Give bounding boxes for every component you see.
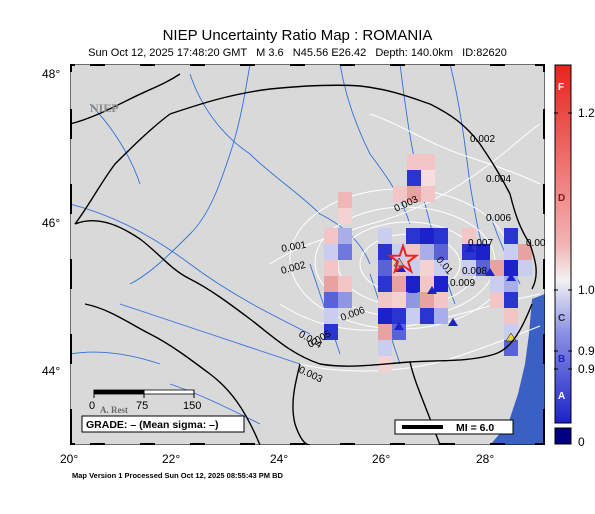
- lat-label: 44°: [42, 364, 61, 378]
- lat-label: 46°: [42, 216, 61, 230]
- watermark-logo: NIEP: [90, 101, 119, 115]
- lon-label: 22°: [162, 452, 181, 466]
- lon-label: 26°: [372, 452, 391, 466]
- lon-label: 20°: [60, 452, 79, 466]
- epicenter-star: [386, 242, 420, 275]
- scale-tick: 75: [136, 400, 148, 412]
- contour-label: 0.005: [526, 238, 545, 249]
- colorbar-value: 0: [578, 435, 585, 449]
- event-info: Sun Oct 12, 2025 17:48:20 GMT M 3.6 N45.…: [88, 47, 507, 59]
- colorbar-value: 0.9: [578, 344, 595, 358]
- contour-label: 0.008: [462, 266, 487, 277]
- mi-label: MI = 6.0: [456, 422, 494, 434]
- footer-processed: Map Version 1 Processed Sun Oct 12, 2025…: [72, 471, 283, 480]
- country-borders: [70, 73, 537, 445]
- uncertainty-map: 0.002 0.004 0.006 0.003 0.001 0.002 0.00…: [70, 64, 545, 445]
- colorbar-value: 1.0: [578, 283, 595, 297]
- contour-label: 0.001: [281, 240, 308, 255]
- grade-box: [81, 415, 245, 433]
- colorbar-grade: D: [558, 193, 566, 204]
- contour-label: 0.006: [486, 213, 511, 224]
- stations: [394, 244, 516, 330]
- map-title: NIEP Uncertainty Ratio Map : ROMANIA: [162, 27, 433, 44]
- map-frame: [70, 64, 545, 445]
- colorbar: [554, 64, 572, 445]
- colorbar-grade: F: [558, 82, 565, 93]
- scale-bar: [93, 389, 195, 398]
- colorbar-value: 0.9: [578, 362, 595, 376]
- colorbar-value: 1.2: [578, 106, 595, 120]
- contour-label: 0.007: [468, 238, 493, 249]
- scale-tick: 150: [183, 400, 201, 412]
- colorbar-grade: C: [558, 313, 566, 324]
- scale-tick: 0: [89, 400, 95, 412]
- contour-label: 0.004: [486, 174, 511, 185]
- colorbar-grade: B: [558, 354, 566, 365]
- black-sea: [490, 294, 545, 445]
- scale-overlay-text: A. Rest: [100, 405, 128, 415]
- contour-label: 0.009: [450, 278, 475, 289]
- lon-label: 28°: [476, 452, 495, 466]
- lat-label: 48°: [42, 67, 61, 81]
- colorbar-grade: A: [558, 391, 566, 402]
- contour-label: 0.002: [470, 134, 495, 145]
- lon-label: 24°: [270, 452, 289, 466]
- grade-label: GRADE: – (Mean sigma: –): [86, 419, 218, 431]
- mi-box: [394, 419, 514, 435]
